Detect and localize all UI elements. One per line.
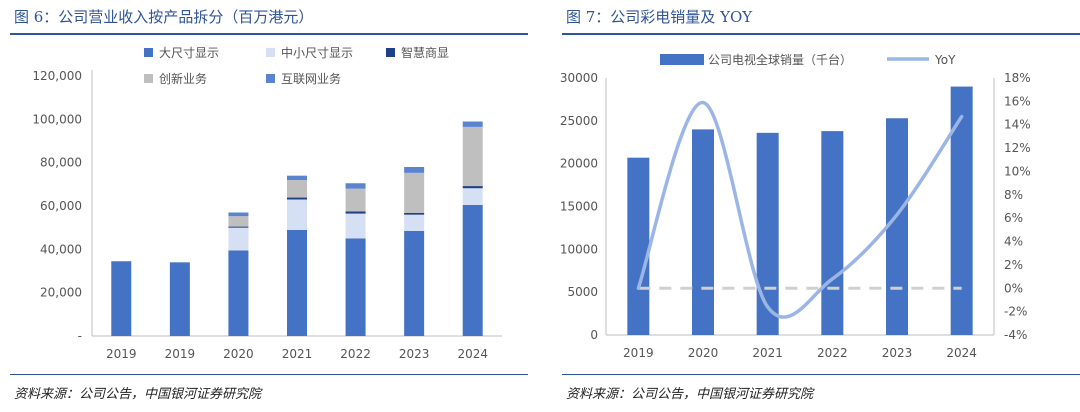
y-right-tick-label: 4% bbox=[1004, 235, 1023, 249]
y-tick-label: 60,000 bbox=[40, 199, 82, 213]
source-rule bbox=[10, 374, 528, 375]
bar-segment bbox=[404, 167, 425, 173]
bar-segment bbox=[287, 175, 307, 180]
bar-segment bbox=[404, 172, 425, 213]
x-tick-label: 2019 bbox=[106, 347, 137, 361]
x-tick-label: 2021 bbox=[752, 346, 783, 360]
y-right-tick-label: 6% bbox=[1004, 211, 1023, 225]
x-tick-label: 2021 bbox=[282, 347, 313, 361]
bar-segment bbox=[228, 212, 249, 217]
x-tick-label: 2020 bbox=[688, 346, 719, 360]
bar-segment bbox=[228, 216, 249, 227]
bar-segment bbox=[345, 188, 366, 212]
legend-label: 智慧商显 bbox=[401, 45, 449, 60]
legend-swatch bbox=[266, 48, 275, 57]
legend-label: 互联网业务 bbox=[281, 71, 341, 86]
bar-segment bbox=[404, 230, 425, 336]
figure-7-title: 图 7：公司彩电销量及 YOY bbox=[566, 8, 753, 26]
bar-segment bbox=[287, 229, 307, 336]
y-right-tick-label: -4% bbox=[1004, 328, 1027, 342]
legend-label: 大尺寸显示 bbox=[159, 46, 219, 60]
x-tick-label: 2023 bbox=[882, 346, 913, 360]
bar-segment bbox=[287, 180, 307, 198]
x-tick-label: 2020 bbox=[223, 347, 254, 361]
legend-swatch bbox=[266, 74, 275, 83]
legend-label: 中小尺寸显示 bbox=[281, 45, 353, 60]
bar-segment bbox=[345, 238, 366, 336]
y-left-tick-label: 15000 bbox=[560, 200, 598, 214]
title-rule bbox=[562, 33, 1080, 35]
x-tick-label: 2024 bbox=[946, 346, 977, 360]
y-right-tick-label: 12% bbox=[1004, 141, 1031, 155]
bar-segment bbox=[462, 186, 483, 189]
tv-sales-bar bbox=[821, 131, 844, 335]
x-tick-label: 2019 bbox=[165, 347, 196, 361]
source-rule bbox=[562, 374, 1080, 375]
y-right-tick-label: 0% bbox=[1004, 281, 1023, 295]
y-left-tick-label: 5000 bbox=[567, 285, 598, 299]
tv-sales-yoy-chart: 0 5000 10000 15000 20000 25000 30000 -4% -2% 0% 2%… bbox=[560, 52, 1031, 360]
bar-segment bbox=[462, 204, 483, 336]
y-left-tick-label: 30000 bbox=[560, 71, 598, 85]
bar-segment bbox=[462, 188, 483, 205]
y-tick-label: 100,000 bbox=[32, 112, 82, 126]
legend-label: 公司电视全球销量（千台） bbox=[708, 52, 852, 67]
yoy-line bbox=[636, 100, 964, 319]
y-left-tick-label: 25000 bbox=[560, 114, 598, 128]
bar-segment bbox=[228, 250, 249, 336]
x-tick-label: 2022 bbox=[340, 347, 371, 361]
y-tick-label: 20,000 bbox=[40, 286, 82, 300]
y-tick-label: - bbox=[78, 329, 82, 343]
legend-swatch bbox=[386, 48, 395, 57]
x-tick-label: 2022 bbox=[817, 346, 848, 360]
y-tick-label: 120,000 bbox=[32, 69, 82, 83]
y-right-tick-label: -2% bbox=[1004, 305, 1027, 319]
legend-label: YoY bbox=[934, 53, 956, 67]
y-right-tick-label: 18% bbox=[1004, 71, 1031, 85]
revenue-stacked-bar-chart: - 20,000 40,000 60,000 80,000 100,000 120,000 2… bbox=[32, 45, 502, 361]
tv-sales-bar bbox=[756, 132, 779, 335]
bar-segment bbox=[287, 197, 307, 200]
y-right-tick-label: 14% bbox=[1004, 118, 1031, 132]
bar-segment bbox=[462, 121, 483, 127]
legend-swatch bbox=[660, 54, 704, 65]
bar-segment bbox=[111, 261, 132, 336]
tv-sales-bar bbox=[886, 118, 908, 335]
tv-sales-bar bbox=[692, 129, 714, 335]
title-rule bbox=[10, 33, 528, 35]
bar-segment bbox=[462, 126, 483, 187]
bar-segment bbox=[345, 183, 366, 189]
y-right-tick-label: 10% bbox=[1004, 164, 1031, 178]
figure-7-source: 资料来源：公司公告，中国银河证券研究院 bbox=[566, 387, 814, 402]
y-tick-label: 80,000 bbox=[40, 156, 82, 170]
figure-6-source: 资料来源：公司公告，中国银河证券研究院 bbox=[14, 387, 262, 402]
legend-swatch bbox=[144, 48, 153, 57]
bar-segment bbox=[287, 199, 307, 230]
bar-segment bbox=[404, 212, 425, 215]
x-tick-label: 2019 bbox=[623, 346, 654, 360]
x-tick-label: 2023 bbox=[399, 347, 430, 361]
x-tick-label: 2024 bbox=[457, 347, 488, 361]
figure-6-panel: 图 6：公司营业收入按产品拆分（百万港元） - 20,000 40,000 60,00… bbox=[0, 0, 528, 412]
y-right-tick-label: 16% bbox=[1004, 94, 1031, 108]
bar-segment bbox=[404, 214, 425, 231]
bar-segment bbox=[169, 262, 190, 336]
y-left-tick-label: 20000 bbox=[560, 157, 598, 171]
bar-segment bbox=[345, 213, 366, 239]
figure-7-panel: 图 7：公司彩电销量及 YOY 0 5000 10000 15000 20000 2500… bbox=[552, 0, 1080, 412]
y-right-tick-label: 8% bbox=[1004, 188, 1023, 202]
tv-sales-bar bbox=[627, 157, 650, 335]
figure-6-title: 图 6：公司营业收入按产品拆分（百万港元） bbox=[14, 8, 314, 26]
bar-segment bbox=[345, 211, 366, 214]
y-left-tick-label: 0 bbox=[590, 328, 598, 342]
legend-label: 创新业务 bbox=[159, 71, 207, 86]
y-tick-label: 40,000 bbox=[40, 242, 82, 256]
legend-swatch bbox=[144, 74, 153, 83]
y-left-tick-label: 10000 bbox=[560, 242, 598, 256]
bar-segment bbox=[228, 226, 249, 228]
y-right-tick-label: 2% bbox=[1004, 258, 1023, 272]
bar-segment bbox=[228, 227, 249, 251]
tv-sales-bar bbox=[950, 86, 973, 335]
